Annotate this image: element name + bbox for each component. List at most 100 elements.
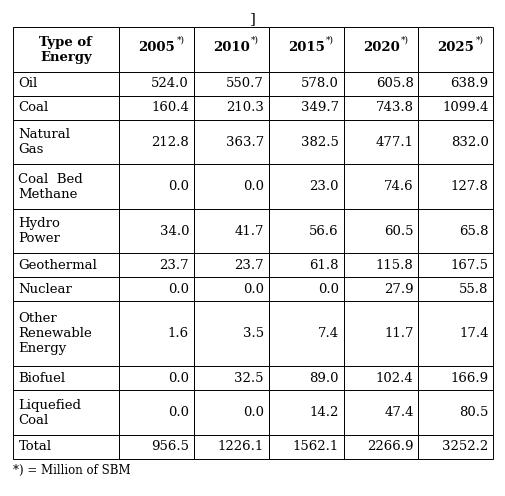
Bar — [268, 27, 343, 72]
Bar — [418, 164, 492, 209]
Bar — [193, 72, 268, 96]
Text: Geothermal: Geothermal — [18, 259, 97, 272]
Bar — [13, 390, 119, 435]
Text: 34.0: 34.0 — [159, 225, 189, 238]
Text: *): *) — [251, 35, 259, 44]
Bar — [343, 27, 418, 72]
Bar — [193, 96, 268, 120]
Text: 477.1: 477.1 — [375, 135, 413, 148]
Text: 2005: 2005 — [138, 41, 174, 54]
Bar — [119, 120, 193, 164]
Text: 349.7: 349.7 — [300, 101, 338, 114]
Text: *): *) — [326, 35, 333, 44]
Bar — [418, 367, 492, 390]
Text: 605.8: 605.8 — [375, 77, 413, 90]
Bar — [418, 390, 492, 435]
Text: Liquefied
Coal: Liquefied Coal — [18, 399, 81, 427]
Bar — [193, 209, 268, 253]
Bar — [268, 367, 343, 390]
Bar — [268, 164, 343, 209]
Bar — [343, 390, 418, 435]
Bar — [119, 435, 193, 459]
Text: Hydro
Power: Hydro Power — [18, 217, 60, 245]
Bar — [13, 120, 119, 164]
Bar — [13, 253, 119, 277]
Bar — [418, 301, 492, 367]
Bar — [119, 164, 193, 209]
Bar — [193, 301, 268, 367]
Text: 7.4: 7.4 — [317, 327, 338, 340]
Bar — [119, 96, 193, 120]
Text: 167.5: 167.5 — [449, 259, 487, 272]
Text: 956.5: 956.5 — [151, 440, 189, 453]
Text: 638.9: 638.9 — [449, 77, 487, 90]
Bar — [119, 72, 193, 96]
Bar — [193, 164, 268, 209]
Bar — [193, 367, 268, 390]
Bar — [13, 96, 119, 120]
Bar — [268, 301, 343, 367]
Bar — [13, 277, 119, 301]
Bar — [13, 435, 119, 459]
Text: 23.0: 23.0 — [309, 180, 338, 193]
Bar — [119, 209, 193, 253]
Text: Coal: Coal — [18, 101, 48, 114]
Text: Biofuel: Biofuel — [18, 372, 66, 385]
Bar — [343, 253, 418, 277]
Text: 210.3: 210.3 — [226, 101, 264, 114]
Bar — [119, 301, 193, 367]
Text: 2025: 2025 — [437, 41, 473, 54]
Bar — [193, 120, 268, 164]
Bar — [13, 72, 119, 96]
Bar — [418, 277, 492, 301]
Text: 743.8: 743.8 — [375, 101, 413, 114]
Text: 65.8: 65.8 — [458, 225, 487, 238]
Bar — [13, 164, 119, 209]
Bar — [119, 367, 193, 390]
Text: Natural
Gas: Natural Gas — [18, 128, 70, 156]
Text: ]: ] — [249, 12, 256, 26]
Text: 832.0: 832.0 — [450, 135, 487, 148]
Text: 166.9: 166.9 — [449, 372, 487, 385]
Bar — [343, 120, 418, 164]
Bar — [268, 435, 343, 459]
Text: 1.6: 1.6 — [168, 327, 189, 340]
Bar — [418, 27, 492, 72]
Bar — [343, 164, 418, 209]
Text: 74.6: 74.6 — [383, 180, 413, 193]
Bar — [343, 435, 418, 459]
Bar — [13, 27, 119, 72]
Text: 382.5: 382.5 — [300, 135, 338, 148]
Bar — [418, 253, 492, 277]
Text: 27.9: 27.9 — [383, 283, 413, 296]
Text: 23.7: 23.7 — [234, 259, 264, 272]
Text: 578.0: 578.0 — [300, 77, 338, 90]
Text: 89.0: 89.0 — [309, 372, 338, 385]
Bar — [119, 277, 193, 301]
Text: 47.4: 47.4 — [383, 406, 413, 419]
Text: 1226.1: 1226.1 — [217, 440, 264, 453]
Text: 56.6: 56.6 — [309, 225, 338, 238]
Text: Coal  Bed
Methane: Coal Bed Methane — [18, 173, 83, 200]
Bar — [418, 435, 492, 459]
Text: Nuclear: Nuclear — [18, 283, 72, 296]
Bar — [343, 72, 418, 96]
Text: 17.4: 17.4 — [458, 327, 487, 340]
Text: *): *) — [475, 35, 483, 44]
Bar — [343, 277, 418, 301]
Text: 2266.9: 2266.9 — [367, 440, 413, 453]
Text: 1099.4: 1099.4 — [441, 101, 487, 114]
Text: Total: Total — [18, 440, 52, 453]
Bar — [119, 390, 193, 435]
Text: 23.7: 23.7 — [159, 259, 189, 272]
Text: 41.7: 41.7 — [234, 225, 264, 238]
Bar — [343, 96, 418, 120]
Bar — [193, 277, 268, 301]
Text: 0.0: 0.0 — [242, 283, 264, 296]
Text: 32.5: 32.5 — [234, 372, 264, 385]
Bar — [268, 209, 343, 253]
Text: 102.4: 102.4 — [375, 372, 413, 385]
Bar — [418, 96, 492, 120]
Text: 61.8: 61.8 — [309, 259, 338, 272]
Bar — [193, 27, 268, 72]
